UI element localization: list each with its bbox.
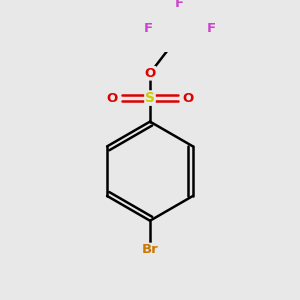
Text: O: O	[182, 92, 194, 105]
Text: F: F	[207, 22, 216, 35]
Text: O: O	[106, 92, 118, 105]
Text: Br: Br	[142, 244, 158, 256]
Text: S: S	[145, 91, 155, 105]
Text: F: F	[143, 22, 153, 35]
Text: F: F	[175, 0, 184, 10]
Text: O: O	[144, 67, 156, 80]
